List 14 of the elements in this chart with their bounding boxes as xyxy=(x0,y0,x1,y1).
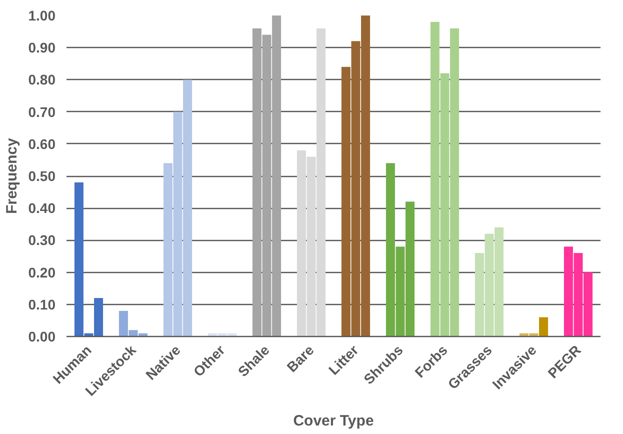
y-tick-label: 0.80 xyxy=(28,72,56,88)
y-tick-label: 0.00 xyxy=(28,328,56,344)
y-tick-label: 1.00 xyxy=(28,8,56,24)
y-tick-label: 0.30 xyxy=(28,232,56,248)
y-tick-label: 0.20 xyxy=(28,264,56,280)
x-axis-title: Cover Type xyxy=(293,412,374,430)
y-tick-label: 0.70 xyxy=(28,104,56,120)
y-tick-label: 0.60 xyxy=(28,136,56,152)
y-tick-label: 0.40 xyxy=(28,200,56,216)
bar xyxy=(539,317,548,336)
y-tick-label: 0.50 xyxy=(28,168,56,184)
y-tick-label: 0.10 xyxy=(28,296,56,312)
y-axis-title: Frequency xyxy=(3,137,20,214)
y-tick-label: 0.90 xyxy=(28,40,56,56)
